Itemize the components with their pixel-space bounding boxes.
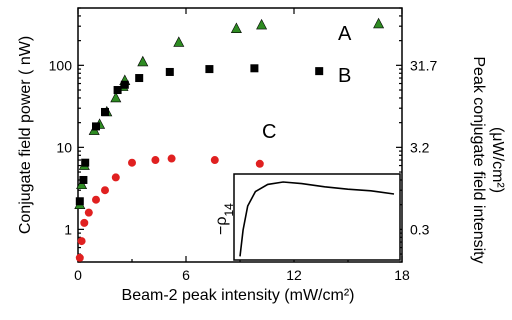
series-b-point — [81, 158, 90, 167]
x-tick-label: 18 — [394, 267, 410, 283]
inset-y-label: −ρ14 — [213, 203, 236, 235]
axis-ticks: 0 6 12 18 1 10 100 0.3 3.2 31.7 — [49, 7, 437, 283]
series-b-point — [250, 64, 259, 73]
series-b-point — [165, 67, 174, 76]
curve-label-b: B — [338, 65, 351, 87]
curve-label-a: A — [338, 23, 352, 45]
series-b-point — [113, 86, 122, 95]
series-b-point — [315, 67, 324, 76]
x-tick-label: 6 — [182, 267, 190, 283]
series-c-point — [111, 173, 120, 182]
series-b-point — [135, 74, 144, 83]
series-c-point — [101, 186, 109, 195]
series-a-point — [373, 17, 385, 29]
series-b-point — [75, 197, 84, 206]
inset-frame — [233, 173, 401, 261]
series-c-point — [128, 158, 136, 167]
series-c-point — [151, 156, 160, 165]
series-a-point — [110, 91, 122, 103]
inset-plot: −ρ14 — [213, 173, 401, 261]
y-tick-label-right: 3.2 — [410, 139, 430, 155]
inset-y-label-subscript: 14 — [222, 203, 236, 217]
x-tick-label: 12 — [286, 267, 302, 283]
series-b-point — [101, 107, 109, 116]
series-b-point — [92, 122, 100, 131]
series-c-point — [84, 208, 93, 217]
x-axis-title: Beam-2 peak intensity (mW/cm²) — [122, 287, 355, 304]
series-a-point — [230, 22, 242, 33]
series-c-point — [92, 195, 100, 204]
series-c-point — [77, 237, 86, 246]
y-axis-right-title-line1: Peak conjugate field intensity — [470, 56, 487, 263]
y-tick-label-left: 100 — [49, 57, 73, 73]
series-b-point — [120, 80, 129, 89]
x-tick-label: 0 — [74, 267, 82, 283]
y-tick-label-left: 10 — [56, 139, 72, 155]
curve-label-c: C — [262, 121, 276, 143]
y-tick-label-right: 0.3 — [410, 221, 430, 237]
data-markers — [74, 17, 385, 262]
inset-curve — [239, 181, 395, 257]
series-c-point — [75, 253, 84, 262]
y-tick-label-left: 1 — [64, 221, 72, 237]
series-c-point — [80, 218, 89, 227]
y-tick-label-right: 31.7 — [410, 57, 437, 73]
series-b-point — [79, 175, 88, 184]
series-a-point — [76, 178, 88, 190]
series-b-point — [205, 65, 214, 74]
series-a-point — [173, 36, 185, 47]
series-a-point — [256, 18, 268, 30]
series-c-point — [167, 154, 176, 163]
y-axis-left-title: Conjugate field power ( nW) — [17, 36, 34, 234]
series-c-point — [210, 156, 219, 165]
series-c-point — [255, 159, 264, 168]
y-axis-right-title-line2: (μW/cm²) — [489, 127, 506, 193]
series-a-point — [137, 55, 149, 67]
